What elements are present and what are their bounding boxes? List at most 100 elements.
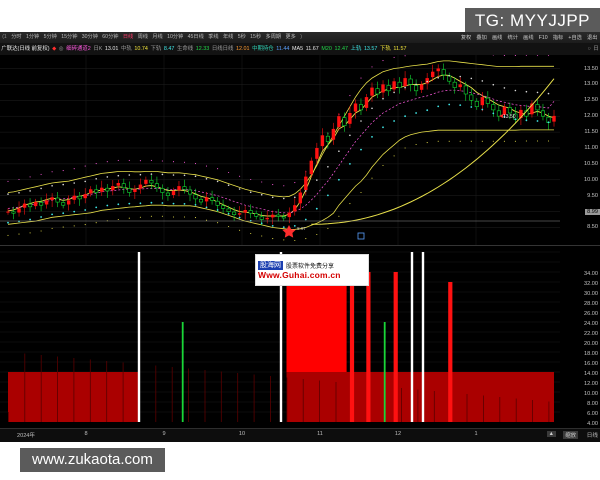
quote-info-right: ○ 日 [586,43,600,55]
indicator-tick-1: 32.00 [584,281,598,287]
period-menu-items[interactable]: (1 分时 1分钟 5分钟 15分钟 30分钟 60分钟 日线 周线 月线 10分钟 45日线 季线 年线… [0,32,304,43]
price-chart-svg: 13.50 8.97 [0,55,600,245]
tool-menu-0[interactable]: 复权 [460,35,472,41]
indicator-bar-8 [421,252,425,422]
indicator-tick-0: 34.00 [584,271,598,277]
indicator-bar-0 [137,252,141,422]
high-marker-group: 13.50 [499,114,516,120]
indicator-tick-10: 14.00 [584,371,598,377]
tool-menu-5[interactable]: F10 [538,34,548,41]
cross-marker-label: 8.97 [297,226,306,231]
top-white-strip: TG: MYYJJPP [0,0,600,35]
price-tick-0: 13.50 [584,65,598,72]
menu-item-18[interactable]: ) [300,34,302,40]
indicator-zone-2 [286,372,554,422]
menu-item-11[interactable]: 45日线 [187,34,204,40]
cyan-dotted-band [7,103,550,229]
indicator-axis: 34.00 32.00 30.00 28.00 26.00 24.00 22.00 20.00… [560,257,600,453]
lower-band-dotted-line [7,140,550,242]
indicator-tick-3: 28.00 [584,301,598,307]
time-axis-year: 2024年 [16,433,36,439]
menu-item-8[interactable]: 周线 [137,34,148,40]
star-marker-icon [282,225,296,238]
ma20-line [7,89,555,214]
quote-field-16: MA5 [291,46,304,52]
quote-field-0: 广联达(日线 前复权) [1,46,50,52]
trading-terminal-window: (1 分时 1分钟 5分钟 15分钟 30分钟 60分钟 日线 周线 月线 10分钟 45日线 季线 年线… [0,32,600,443]
high-marker-arrow [499,114,503,118]
indicator-bar-2 [279,252,283,422]
cross-marker-group: 8.97 [282,225,306,238]
quote-right-1: 日 [593,46,599,52]
quote-field-23: 11.57 [393,46,407,52]
quote-field-14: 中期持仓 [252,46,274,52]
menu-item-2[interactable]: 1分钟 [25,34,40,40]
watermark-url: Www.Guhai.com.cn [258,269,341,280]
indicator-tick-12: 10.00 [584,391,598,397]
quote-field-7: 10.74 [134,46,148,52]
menu-item-13[interactable]: 年线 [222,34,234,40]
menu-item-10[interactable]: 10分钟 [167,34,184,40]
tool-menu-7[interactable]: +自选 [568,35,582,41]
menu-item-17[interactable]: 更多 [285,34,296,40]
indicator-bar-9 [448,282,453,422]
time-tick-1: 9 [162,431,166,437]
watermark-tag: 股海网 [258,260,283,270]
pane-divider [0,245,600,246]
quote-field-21: 13.57 [363,46,378,52]
site-watermark-badge: www.zukaota.com [20,448,165,472]
tool-menu-3[interactable]: 统计 [507,35,518,41]
tool-menu-4[interactable]: 画线 [523,35,534,41]
time-tick-5: 1 [474,431,478,437]
guhai-watermark: 股海网 股票软件免费分享 Www.Guhai.com.cn [255,254,369,286]
menu-item-14[interactable]: 5秒 [237,34,246,40]
price-tick-5: 11.00 [584,145,598,151]
zoom-out-button[interactable]: ▲ [546,431,556,437]
time-tick-0: 8 [84,431,88,437]
watermark-subtitle: 股票软件免费分享 [286,263,335,270]
time-tick-3: 11 [317,431,323,437]
menu-item-9[interactable]: 月线 [152,34,163,40]
price-tick-7: 10.00 [584,176,598,183]
indicator-tick-13: 8.00 [587,401,598,407]
menu-item-16[interactable]: 多周期 [265,34,282,40]
menu-item-3[interactable]: 5分钟 [43,34,57,40]
tool-menu-8[interactable]: 退出 [587,35,598,41]
indicator-bar-7 [410,252,414,422]
menu-item-5[interactable]: 30分钟 [81,34,98,40]
menu-item-15[interactable]: 15秒 [250,34,262,40]
price-tick-8: 9.50 [587,192,598,199]
menu-item-1[interactable]: 分时 [11,34,22,40]
tool-menu-2[interactable]: 画线 [491,35,503,41]
quote-field-6: 中轨 [121,46,132,52]
tool-menu-items[interactable]: 复权 叠加 画线 统计 画线 F10 指标 +自选 退出 [458,34,600,42]
menu-item-6[interactable]: 60分钟 [102,34,119,40]
quote-field-22: 下轨 [380,46,391,52]
lower-rail-line [7,129,554,230]
zoom-label-button[interactable]: 缩放 [563,431,578,439]
indicator-tick-7: 20.00 [584,341,598,347]
quote-field-13: 12.01 [236,46,250,52]
indicator-bar-4 [366,272,371,422]
quote-info-values: 广联达(日线 前复权) ◆ ◎ 细碎通道2 日K 13.01 中轨 10.74 下轨 8.47 生命… [0,43,408,55]
menu-item-0[interactable]: (1 [2,34,7,40]
indicator-bar-series [8,252,550,422]
menu-item-7[interactable]: 日线 [122,34,134,40]
time-tick-4: 12 [394,431,402,437]
tool-menu-6[interactable]: 指标 [552,35,564,41]
blue-signal-box [357,232,365,240]
quote-field-2: ◎ [58,46,64,52]
quote-field-10: 生命线 [176,46,194,52]
white-dotted-band [7,75,550,200]
indicator-bar-6 [393,272,398,422]
indicator-bar-3 [349,262,355,422]
price-axis: 13.50 13.00 12.50 12.00 11.50 11.00 10.50 10.00… [560,55,600,245]
menu-item-4[interactable]: 15分钟 [61,34,78,40]
indicator-tick-15: 4.00 [587,421,598,427]
indicator-tick-8: 18.00 [584,351,598,357]
menu-item-12[interactable]: 季线 [208,34,219,40]
price-chart-pane[interactable]: 13.50 8.97 [0,55,600,245]
tool-menu-1[interactable]: 叠加 [476,35,487,41]
quote-field-17: 11.67 [305,46,319,52]
watermark-top-row: 股海网 股票软件免费分享 [258,260,368,270]
